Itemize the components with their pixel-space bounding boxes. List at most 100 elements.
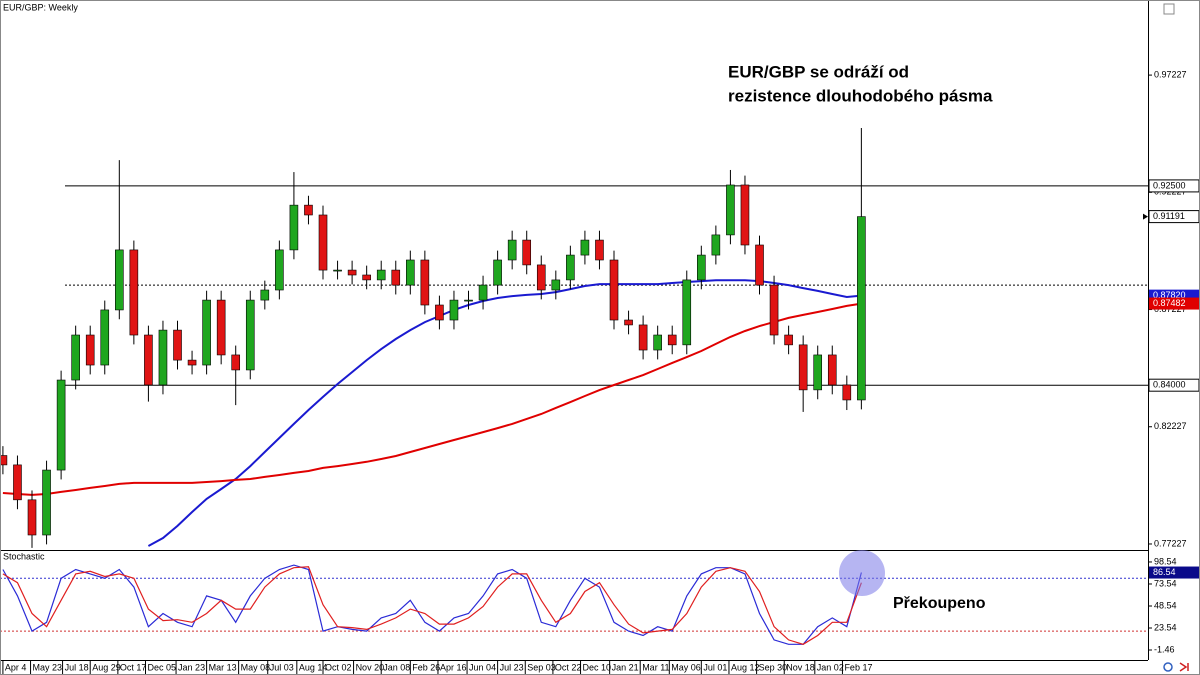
x-tick-label: Mar 13 xyxy=(209,662,237,672)
candle-body xyxy=(144,334,153,386)
y-tick-label: 48.54 xyxy=(1154,600,1177,610)
candle-body xyxy=(100,309,110,366)
axes: 0.972270.922270.872270.822270.772270.925… xyxy=(2,69,1200,675)
candle-body xyxy=(536,264,546,291)
candle-body xyxy=(362,274,371,281)
x-tick-label: Mar 11 xyxy=(642,662,669,672)
x-tick-label: Apr 16 xyxy=(440,662,467,672)
x-tick-label: May 23 xyxy=(33,662,63,672)
stoch-title-bg xyxy=(1,552,41,563)
x-tick-label: Jul 18 xyxy=(65,662,89,672)
stoch-title: Stochastic xyxy=(3,551,45,561)
y-tick-label: 73.54 xyxy=(1154,578,1177,588)
candle-body xyxy=(580,239,590,256)
x-tick-label: Oct 02 xyxy=(325,662,352,672)
price-tag xyxy=(1149,297,1199,310)
x-tick-label: Aug 12 xyxy=(731,662,760,672)
indicator-line xyxy=(2,566,862,645)
candle-body xyxy=(0,455,8,466)
candle-body xyxy=(260,289,270,301)
candle-body xyxy=(595,239,604,261)
nav-icons[interactable] xyxy=(1163,662,1189,672)
x-tick-label: Jan 08 xyxy=(383,662,410,672)
candle-body xyxy=(56,379,66,471)
x-tick-label: Jul 23 xyxy=(500,662,524,672)
highlight-circle xyxy=(839,550,885,596)
price-tag-label: 0.92500 xyxy=(1153,180,1186,190)
candle-body xyxy=(420,259,430,306)
candle-body xyxy=(667,334,677,346)
price-tag-label: 86.54 xyxy=(1153,567,1176,577)
x-tick-label: Dec 10 xyxy=(583,662,612,672)
window-icon[interactable] xyxy=(1163,3,1175,15)
x-tick-label: Apr 4 xyxy=(5,662,27,672)
candle-body xyxy=(231,354,241,371)
x-tick-label: Aug 29 xyxy=(92,662,121,672)
title-bg xyxy=(1,1,67,14)
candle-body xyxy=(318,214,328,271)
candle-body xyxy=(769,284,779,336)
candle-body xyxy=(493,259,502,286)
candle-body xyxy=(827,354,837,386)
candle-body xyxy=(115,249,124,311)
candle-body xyxy=(551,279,561,291)
y-tick-label: 0.82227 xyxy=(1154,421,1187,431)
y-tick-label: 98.54 xyxy=(1154,556,1177,566)
x-tick-label: Jan 21 xyxy=(612,662,639,672)
x-tick-label: Nov 18 xyxy=(786,662,815,672)
x-tick-label: Aug 14 xyxy=(299,662,328,672)
candle-body xyxy=(798,344,808,391)
price-tag-label: 0.91191 xyxy=(1153,211,1185,221)
candle-body xyxy=(376,269,386,281)
stoch-annotation: Překoupeno xyxy=(893,595,986,612)
y-tick-label: 23.54 xyxy=(1154,622,1177,632)
candle-body xyxy=(406,259,415,286)
candle-body xyxy=(784,334,793,346)
price-panel xyxy=(0,128,1148,548)
candle-body xyxy=(129,249,139,336)
price-tag-label: 0.87482 xyxy=(1153,298,1186,308)
candle-body xyxy=(216,299,226,356)
indicator-line xyxy=(2,564,862,645)
candle-body xyxy=(42,469,51,536)
annotation: rezistence dlouhodobého pásma xyxy=(728,86,993,105)
y-tick-label: 0.77227 xyxy=(1154,538,1187,548)
price-arrow xyxy=(1143,213,1148,220)
candle-body xyxy=(173,329,182,361)
candle-body xyxy=(304,204,313,216)
candle-body xyxy=(726,184,735,236)
x-tick-label: Feb 26 xyxy=(412,662,440,672)
chart-title: EUR/GBP: Weekly xyxy=(3,2,78,12)
candle-body xyxy=(13,464,22,501)
candle-body xyxy=(813,354,823,391)
x-tick-label: Jun 04 xyxy=(469,662,496,672)
candle-body xyxy=(187,359,197,366)
annotation: EUR/GBP se odráží od xyxy=(728,62,909,81)
candle-body xyxy=(682,279,692,346)
candle-body xyxy=(638,324,648,351)
x-tick-label: May 08 xyxy=(241,662,271,672)
candle-body xyxy=(71,334,80,381)
x-tick-label: Sep 30 xyxy=(759,662,788,672)
candle-body xyxy=(85,334,95,366)
x-tick-label: Jul 01 xyxy=(703,662,727,672)
candle-body xyxy=(697,254,706,281)
candle-body xyxy=(740,184,750,246)
candle-body xyxy=(609,259,619,321)
candle-body xyxy=(522,239,532,266)
y-tick-label: -1.46 xyxy=(1154,644,1175,654)
candle-body xyxy=(842,384,852,401)
candle-body xyxy=(158,329,168,386)
candle-body xyxy=(711,234,721,256)
indicator-line xyxy=(2,302,862,496)
candle-body xyxy=(478,284,488,301)
candle-body xyxy=(857,216,866,401)
x-tick-label: Dec 05 xyxy=(148,662,177,672)
x-tick-label: May 06 xyxy=(671,662,701,672)
x-tick-label: Jan 02 xyxy=(817,662,844,672)
candle-body xyxy=(755,244,764,286)
candle-body xyxy=(653,334,662,351)
price-tag-label: 0.84000 xyxy=(1153,380,1186,390)
candle-body xyxy=(624,319,633,326)
